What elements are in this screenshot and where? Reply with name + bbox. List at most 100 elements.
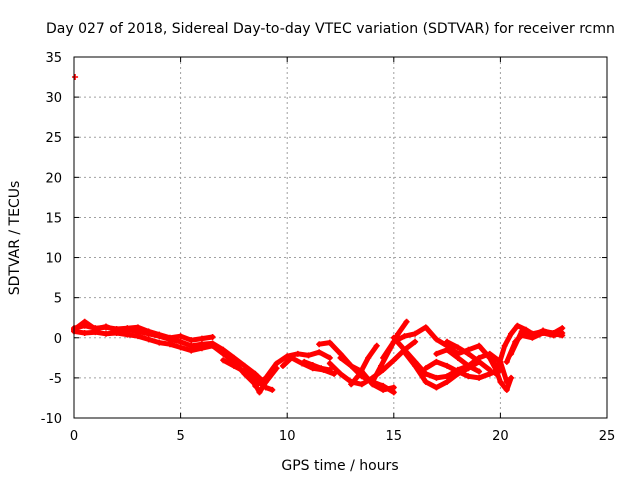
axis-ticks: 0 5 10 15 20 25 -10 -5 0 5 10 15 20 25 30 35 bbox=[41, 51, 616, 444]
data-point bbox=[301, 358, 308, 365]
data-point bbox=[209, 342, 216, 349]
data-point bbox=[198, 335, 205, 342]
data-point bbox=[412, 362, 419, 369]
series-s11 bbox=[348, 342, 380, 388]
data-point bbox=[348, 381, 355, 388]
data-point bbox=[433, 384, 440, 391]
data-point bbox=[476, 342, 483, 349]
data-point bbox=[465, 373, 472, 380]
data-point bbox=[188, 337, 195, 344]
y-tick-label: -5 bbox=[49, 372, 62, 387]
data-point bbox=[145, 330, 152, 337]
series-line bbox=[348, 343, 380, 387]
data-point bbox=[422, 370, 429, 377]
data-point bbox=[422, 365, 429, 372]
data-point bbox=[188, 347, 195, 354]
data-point bbox=[508, 374, 515, 381]
series-s7 bbox=[301, 358, 333, 373]
y-tick-label: 15 bbox=[45, 211, 62, 226]
data-point bbox=[279, 362, 286, 369]
data-point bbox=[540, 327, 547, 334]
data-point bbox=[476, 374, 483, 381]
data-point bbox=[309, 362, 316, 369]
data-point bbox=[373, 342, 380, 349]
data-point bbox=[230, 362, 237, 369]
data-point bbox=[514, 322, 521, 329]
x-tick-label: 25 bbox=[599, 429, 616, 444]
data-point bbox=[124, 331, 131, 338]
series-s18 bbox=[444, 338, 493, 373]
data-point bbox=[476, 368, 483, 375]
data-point bbox=[395, 330, 402, 337]
series-line bbox=[71, 319, 267, 385]
data-point bbox=[529, 332, 536, 339]
data-point bbox=[305, 352, 312, 359]
series-s3 bbox=[71, 328, 280, 396]
data-point bbox=[326, 339, 333, 346]
data-point bbox=[454, 354, 461, 361]
data-point bbox=[380, 382, 387, 389]
y-tick-label: -10 bbox=[41, 412, 62, 427]
series-line bbox=[402, 349, 482, 390]
y-tick-label: 10 bbox=[45, 252, 62, 267]
data-point bbox=[326, 354, 333, 361]
y-tick-label: 5 bbox=[54, 292, 62, 307]
data-point bbox=[113, 329, 120, 336]
y-tick-label: 30 bbox=[45, 91, 62, 106]
data-point bbox=[401, 333, 408, 340]
data-point bbox=[380, 354, 387, 361]
data-point bbox=[134, 333, 141, 340]
data-point bbox=[81, 329, 88, 336]
data-point bbox=[156, 333, 163, 340]
data-point bbox=[390, 334, 397, 341]
data-point bbox=[412, 338, 419, 345]
plot-frame bbox=[73, 56, 608, 419]
data-point bbox=[102, 323, 109, 330]
data-point bbox=[81, 318, 88, 325]
data-point bbox=[390, 357, 397, 364]
x-tick-label: 15 bbox=[386, 429, 403, 444]
data-point bbox=[198, 345, 205, 352]
data-point bbox=[412, 330, 419, 337]
data-points bbox=[71, 74, 566, 396]
data-point bbox=[433, 350, 440, 357]
data-point bbox=[326, 360, 333, 367]
data-point bbox=[241, 368, 248, 375]
x-tick-label: 10 bbox=[279, 429, 296, 444]
data-point bbox=[177, 338, 184, 345]
data-point bbox=[508, 330, 515, 337]
data-point bbox=[256, 389, 263, 396]
data-point bbox=[501, 342, 508, 349]
data-point bbox=[444, 362, 451, 369]
data-point bbox=[337, 354, 344, 361]
series-s2 bbox=[71, 318, 267, 385]
data-point bbox=[331, 370, 338, 377]
data-point bbox=[337, 370, 344, 377]
data-point bbox=[465, 362, 472, 369]
data-point bbox=[369, 378, 376, 385]
y-tick-label: 25 bbox=[45, 131, 62, 146]
data-point bbox=[454, 368, 461, 375]
series-line bbox=[301, 359, 333, 373]
data-point bbox=[269, 386, 276, 393]
data-point bbox=[316, 349, 323, 356]
data-point bbox=[273, 360, 280, 367]
data-point bbox=[454, 344, 461, 351]
data-point bbox=[503, 386, 510, 393]
data-point bbox=[444, 338, 451, 345]
y-tick-label: 20 bbox=[45, 171, 62, 186]
data-point bbox=[166, 341, 173, 348]
data-point bbox=[497, 378, 504, 385]
data-point bbox=[493, 370, 500, 377]
y-axis-label: SDTVAR / TECUs bbox=[7, 181, 23, 296]
data-point bbox=[433, 358, 440, 365]
data-point bbox=[444, 373, 451, 380]
data-point bbox=[503, 358, 510, 365]
data-point bbox=[550, 330, 557, 337]
x-axis-label: GPS time / hours bbox=[281, 458, 398, 474]
data-point bbox=[326, 366, 333, 373]
data-point bbox=[508, 350, 515, 357]
series-s5 bbox=[252, 349, 333, 389]
series-s22 bbox=[508, 327, 566, 357]
